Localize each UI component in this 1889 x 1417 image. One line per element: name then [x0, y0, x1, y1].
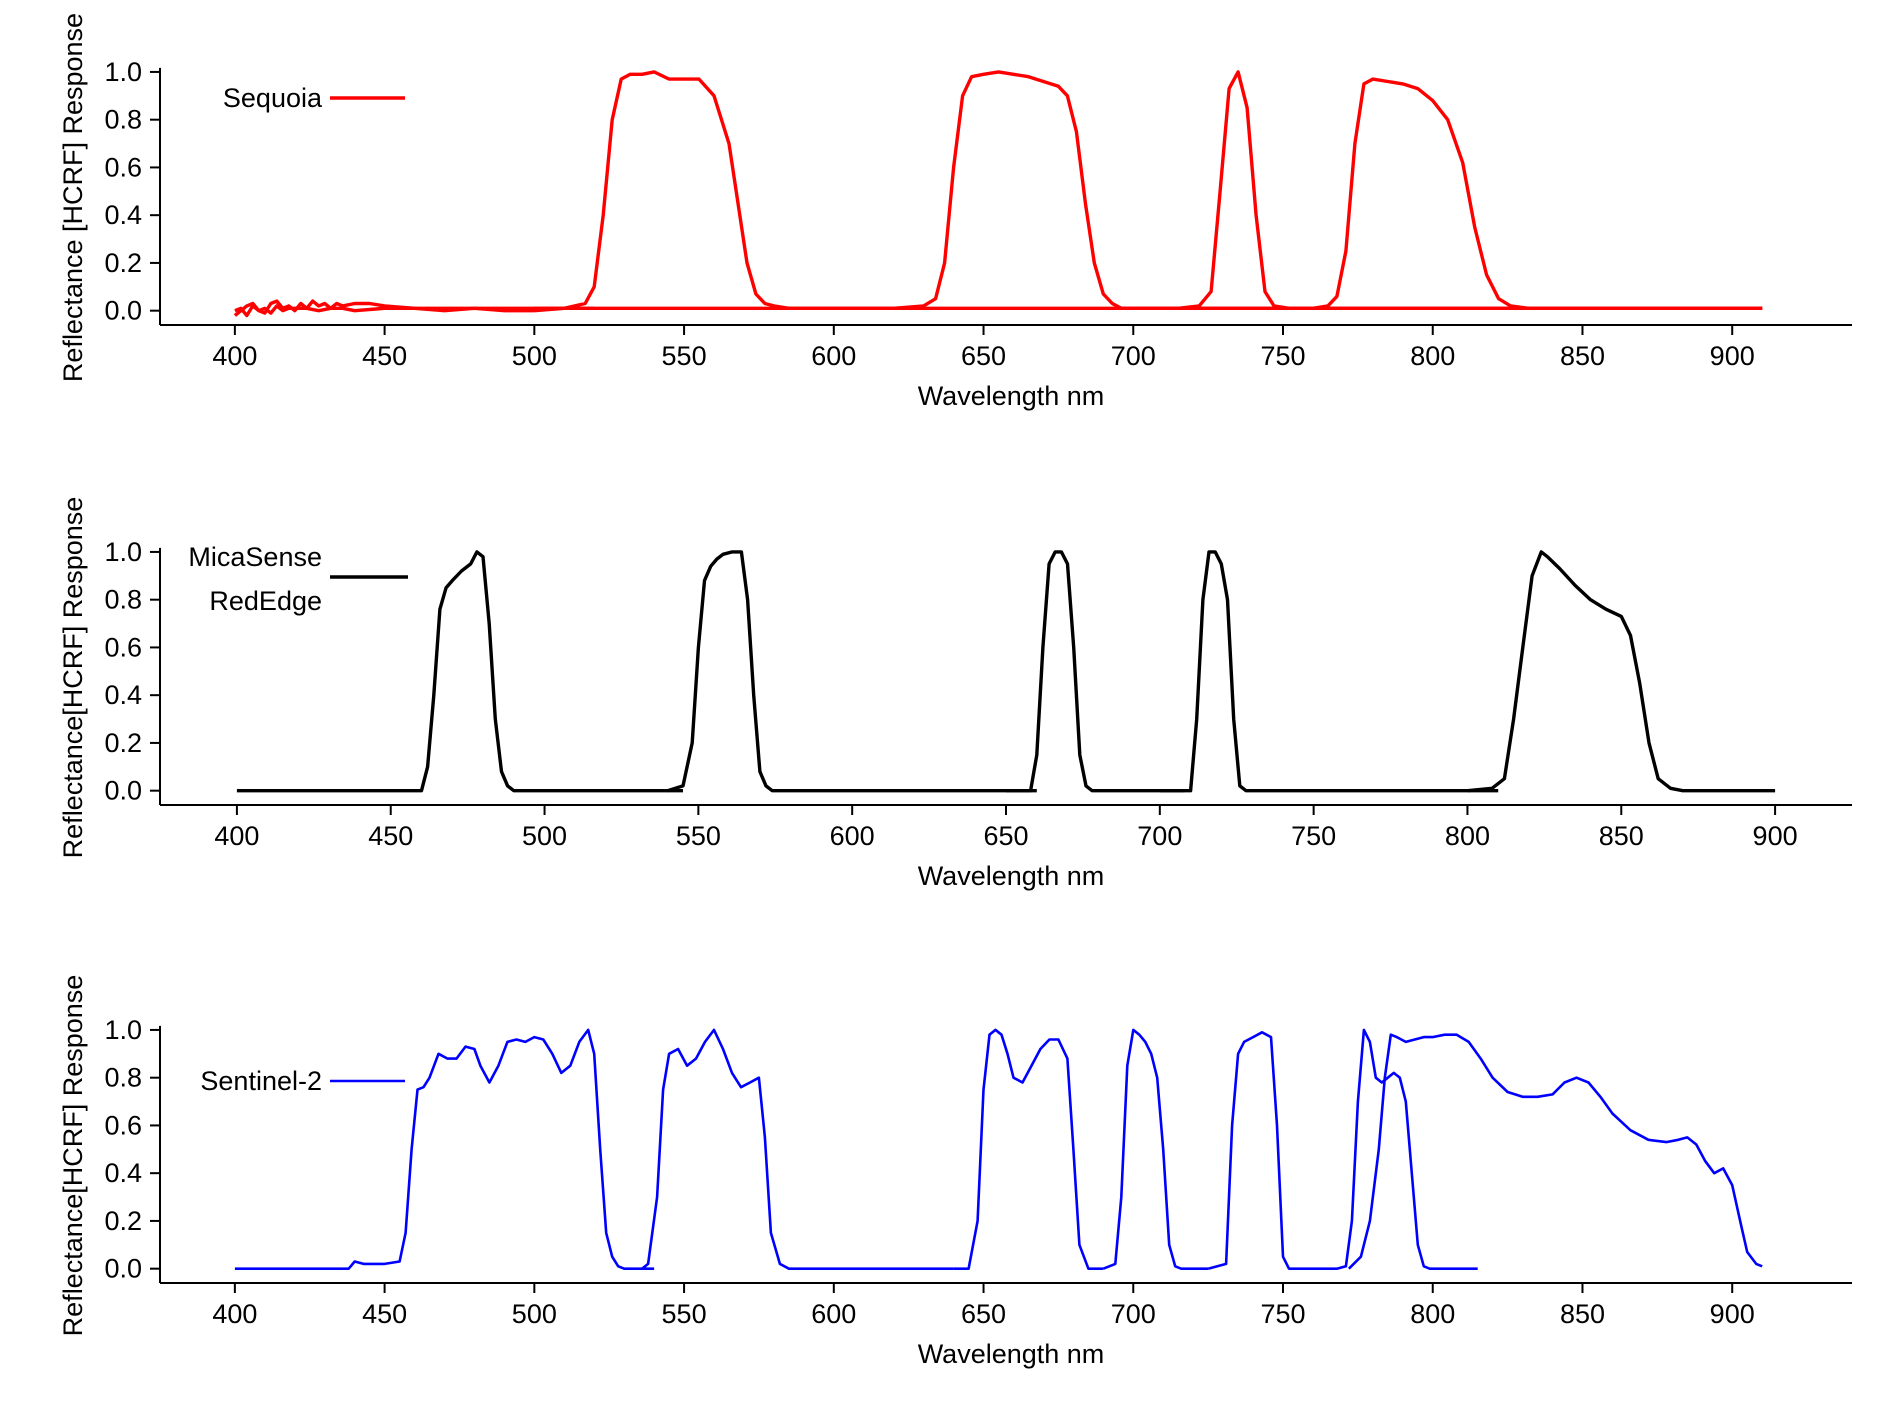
x-tick-label: 850 [1560, 341, 1605, 371]
sentinel2-band-3-line [953, 1028, 1104, 1270]
y-tick-label: 1.0 [104, 57, 142, 87]
y-tick-label: 0.4 [104, 200, 142, 230]
sentinel2-band-1-line [234, 1028, 655, 1270]
x-tick-label: 550 [662, 341, 707, 371]
legend-label: RedEdge [209, 586, 322, 616]
x-tick-label: 650 [983, 821, 1028, 851]
sequoia-panel: 400 450 500 550 600 650 700 750 800 850 900 0.0 0.2 0… [58, 13, 1852, 411]
x-tick-label: 600 [811, 1299, 856, 1329]
x-tick-label: 550 [662, 1299, 707, 1329]
y-tick-label: 1.0 [104, 537, 142, 567]
sentinel2-band-7-line [1347, 1033, 1763, 1270]
x-tick-label: 450 [362, 1299, 407, 1329]
sequoia-band-4-line [1133, 70, 1763, 310]
x-tick-label: 850 [1560, 1299, 1605, 1329]
y-tick-label: 0.2 [104, 1206, 142, 1236]
x-tick-label: 550 [676, 821, 721, 851]
micasense-band-2-line [667, 550, 1037, 793]
x-tick-label: 450 [362, 341, 407, 371]
legend-label: Sequoia [223, 83, 323, 113]
y-axis-title: Reflectance[HCRF] Response [58, 497, 88, 859]
micasense-panel: 400 450 500 550 600 650 700 750 800 850 900 0.0 0.2 0… [58, 497, 1852, 891]
micasense-band-3-line [1006, 550, 1185, 793]
x-axis-title: Wavelength nm [918, 861, 1105, 891]
y-tick-label: 0.6 [104, 632, 142, 662]
x-tick-label: 850 [1599, 821, 1644, 851]
sentinel2-band-5-line [1207, 1031, 1313, 1270]
x-tick-label: 800 [1445, 821, 1490, 851]
x-tick-label: 450 [368, 821, 413, 851]
x-tick-label: 750 [1260, 1299, 1305, 1329]
y-tick-label: 0.0 [104, 1254, 142, 1284]
x-tick-label: 400 [212, 341, 257, 371]
legend-label: MicaSense [188, 542, 322, 572]
y-tick-label: 0.6 [104, 152, 142, 182]
micasense-band-4-line [1159, 550, 1499, 793]
legend-label: Sentinel-2 [200, 1066, 322, 1096]
y-tick-label: 0.8 [104, 1063, 142, 1093]
y-tick-label: 0.8 [104, 105, 142, 135]
y-tick-label: 0.2 [104, 728, 142, 758]
sentinel2-band-4-line [1102, 1028, 1209, 1270]
sentinel2-band-6-line [1313, 1028, 1478, 1270]
x-axis-title: Wavelength nm [918, 381, 1105, 411]
x-tick-label: 750 [1291, 821, 1336, 851]
x-tick-label: 400 [212, 1299, 257, 1329]
y-tick-label: 0.8 [104, 585, 142, 615]
x-tick-label: 800 [1410, 1299, 1455, 1329]
x-tick-label: 500 [512, 341, 557, 371]
sequoia-band-3-line [534, 70, 1763, 310]
sentinel2-band-2-line [641, 1028, 954, 1270]
sequoia-band-2-line [234, 70, 1763, 318]
x-tick-label: 900 [1753, 821, 1798, 851]
y-tick-label: 0.0 [104, 296, 142, 326]
x-tick-label: 400 [214, 821, 259, 851]
y-tick-label: 0.4 [104, 1158, 142, 1188]
x-tick-label: 500 [512, 1299, 557, 1329]
y-tick-label: 1.0 [104, 1015, 142, 1045]
x-tick-label: 900 [1710, 341, 1755, 371]
micasense-band-5-line [1467, 550, 1776, 793]
x-tick-label: 800 [1410, 341, 1455, 371]
y-axis-title: Reflectance[HCRF] Response [58, 975, 88, 1337]
y-tick-label: 0.0 [104, 776, 142, 806]
x-axis-title: Wavelength nm [918, 1339, 1105, 1369]
x-tick-label: 900 [1710, 1299, 1755, 1329]
y-tick-label: 0.6 [104, 1110, 142, 1140]
y-tick-label: 0.2 [104, 248, 142, 278]
x-tick-label: 700 [1111, 1299, 1156, 1329]
micasense-band-1-line [236, 550, 683, 793]
x-tick-label: 650 [961, 1299, 1006, 1329]
x-tick-label: 700 [1111, 341, 1156, 371]
x-tick-label: 650 [961, 341, 1006, 371]
y-tick-label: 0.4 [104, 680, 142, 710]
x-tick-label: 500 [522, 821, 567, 851]
x-tick-label: 600 [811, 341, 856, 371]
x-tick-label: 700 [1137, 821, 1182, 851]
x-tick-label: 600 [830, 821, 875, 851]
x-tick-label: 750 [1260, 341, 1305, 371]
y-axis-title: Reflectance [HCRF] Response [58, 13, 88, 382]
sentinel2-panel: 400 450 500 550 600 650 700 750 800 850 900 0.0 0.2 0… [58, 975, 1852, 1369]
